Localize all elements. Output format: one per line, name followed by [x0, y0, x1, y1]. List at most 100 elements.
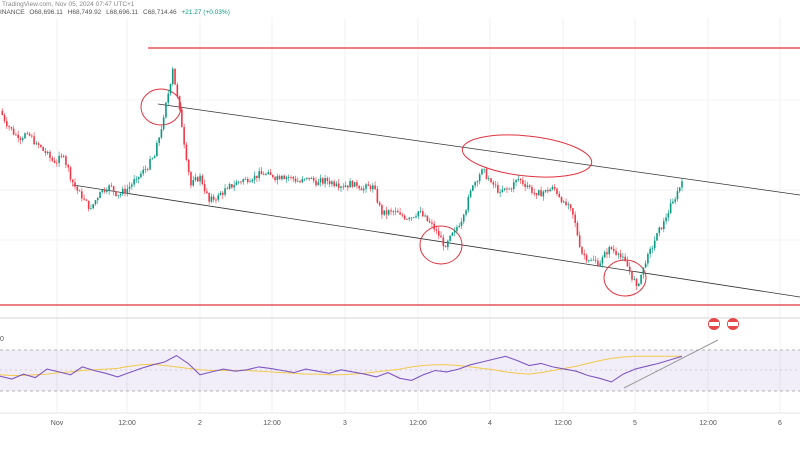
candle[interactable] [131, 184, 133, 187]
candle[interactable] [319, 178, 322, 183]
candle[interactable] [642, 267, 645, 275]
candle[interactable] [283, 175, 285, 180]
candle[interactable] [401, 214, 404, 216]
candle[interactable] [249, 181, 251, 183]
candle[interactable] [176, 84, 179, 96]
candle[interactable] [592, 259, 595, 261]
candle[interactable] [449, 235, 451, 241]
candle[interactable] [31, 135, 33, 137]
candle[interactable] [144, 169, 147, 171]
candle[interactable] [503, 188, 506, 190]
candle[interactable] [235, 182, 238, 186]
candle[interactable] [349, 180, 351, 188]
candle[interactable] [53, 160, 56, 163]
candle[interactable] [578, 235, 581, 247]
candle[interactable] [99, 191, 101, 199]
candle[interactable] [492, 182, 495, 185]
candle[interactable] [301, 179, 304, 183]
candle[interactable] [40, 144, 42, 147]
candle[interactable] [90, 208, 92, 210]
candle[interactable] [328, 180, 331, 185]
candle[interactable] [542, 191, 545, 197]
candle[interactable] [378, 202, 381, 206]
candle[interactable] [140, 173, 142, 178]
candle[interactable] [351, 180, 354, 187]
candle[interactable] [528, 185, 531, 187]
candle[interactable] [417, 211, 420, 217]
candle[interactable] [121, 188, 124, 195]
candle[interactable] [515, 179, 517, 183]
candle[interactable] [96, 198, 99, 201]
candle[interactable] [656, 233, 658, 241]
candle[interactable] [260, 171, 263, 175]
candle[interactable] [615, 250, 617, 255]
candle[interactable] [103, 189, 106, 192]
candle[interactable] [246, 178, 249, 183]
candle[interactable] [610, 247, 613, 250]
candle[interactable] [133, 179, 135, 185]
candle[interactable] [324, 178, 326, 184]
candle[interactable] [208, 192, 210, 202]
candle[interactable] [65, 156, 67, 165]
candle[interactable] [106, 190, 108, 192]
candle[interactable] [581, 246, 583, 254]
candle[interactable] [199, 175, 201, 182]
candle[interactable] [478, 174, 481, 182]
candle[interactable] [617, 253, 620, 255]
candle[interactable] [397, 211, 399, 213]
candle[interactable] [69, 167, 72, 180]
candle[interactable] [203, 183, 206, 192]
candle[interactable] [251, 179, 254, 182]
candle[interactable] [558, 194, 561, 198]
candle[interactable] [533, 192, 536, 194]
candle[interactable] [651, 248, 654, 250]
candle[interactable] [272, 174, 274, 178]
candle[interactable] [124, 188, 126, 194]
candle[interactable] [587, 260, 590, 262]
candle[interactable] [465, 210, 467, 215]
candle[interactable] [262, 174, 265, 176]
candle[interactable] [506, 188, 508, 190]
candle[interactable] [267, 172, 270, 175]
candle[interactable] [569, 204, 572, 209]
candle[interactable] [681, 181, 683, 188]
candle[interactable] [383, 210, 385, 215]
candle[interactable] [19, 138, 22, 140]
candle[interactable] [306, 177, 308, 179]
candle[interactable] [442, 237, 445, 247]
candle[interactable] [360, 188, 363, 191]
candle[interactable] [299, 181, 301, 183]
candle[interactable] [497, 185, 499, 193]
candle[interactable] [28, 133, 31, 136]
candle[interactable] [481, 169, 483, 175]
candle[interactable] [599, 263, 601, 267]
candle[interactable] [224, 188, 226, 195]
candle[interactable] [44, 150, 47, 154]
candle[interactable] [87, 200, 90, 210]
candle[interactable] [135, 178, 138, 180]
candle[interactable] [162, 117, 165, 130]
candle[interactable] [1, 110, 4, 115]
candle[interactable] [312, 178, 315, 181]
candle[interactable] [476, 181, 479, 183]
candle[interactable] [562, 201, 565, 203]
candle[interactable] [240, 181, 242, 183]
candle[interactable] [583, 253, 586, 256]
candle[interactable] [340, 186, 342, 188]
candle[interactable] [292, 177, 295, 179]
candle[interactable] [242, 179, 245, 183]
candle[interactable] [419, 211, 422, 213]
candle[interactable] [256, 175, 258, 179]
candle[interactable] [674, 199, 676, 202]
candle[interactable] [169, 84, 172, 94]
candle[interactable] [178, 95, 181, 110]
candle[interactable] [572, 208, 574, 215]
candle[interactable] [347, 185, 349, 188]
candle[interactable] [565, 201, 567, 206]
candle[interactable] [663, 221, 665, 230]
candle[interactable] [226, 188, 229, 190]
candle[interactable] [281, 175, 283, 180]
channel-upper-line[interactable] [157, 103, 800, 196]
candle[interactable] [644, 263, 647, 268]
circle-mark-4[interactable] [603, 259, 647, 297]
